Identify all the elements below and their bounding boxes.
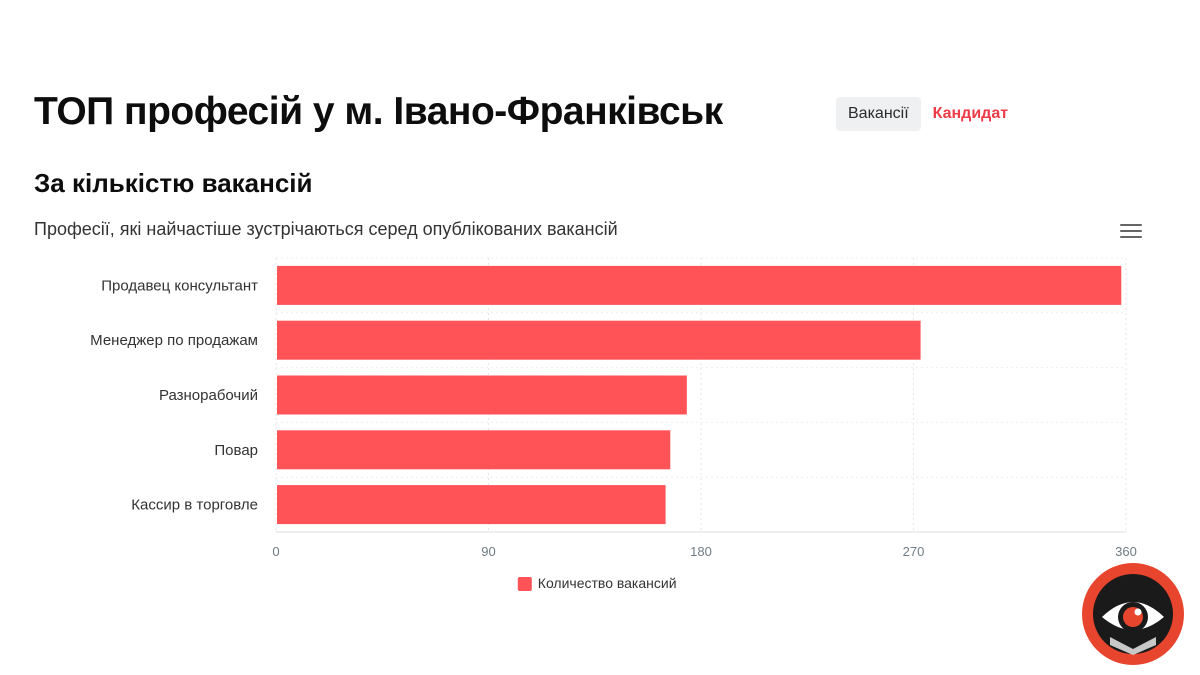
x-tick-label-0: 0 xyxy=(272,544,279,559)
x-tick-label-4: 360 xyxy=(1115,544,1137,559)
chart-subtitle: Професії, які найчастіше зустрічаються с… xyxy=(34,219,618,239)
bar-chart: Продавец консультант Менеджер по продажам… xyxy=(0,250,1200,610)
category-label-0: Продавец консультант xyxy=(101,277,258,294)
bar-2 xyxy=(277,375,687,415)
x-tick-label-3: 270 xyxy=(903,544,925,559)
category-label-1: Менеджер по продажам xyxy=(90,332,258,349)
page-title: ТОП професій у м. Івано-Франківськ xyxy=(34,90,723,133)
category-label-2: Разнорабочий xyxy=(159,387,258,404)
tab-candidate[interactable]: Кандидат xyxy=(932,105,1009,122)
x-tick-label-2: 180 xyxy=(690,544,712,559)
bar-4 xyxy=(277,485,666,525)
tab-switch: Вакансії Кандидат xyxy=(836,97,1020,131)
eye-logo-icon xyxy=(1080,561,1186,667)
hamburger-menu-icon[interactable] xyxy=(1120,224,1142,242)
bar-1 xyxy=(277,320,921,360)
category-label-3: Повар xyxy=(214,442,258,459)
category-label-4: Кассир в торговле xyxy=(131,497,258,514)
chart-svg: Продавец консультант Менеджер по продажам… xyxy=(90,257,1137,591)
legend-swatch xyxy=(517,577,532,591)
bar-0 xyxy=(277,265,1122,305)
bar-3 xyxy=(277,430,671,470)
x-tick-label-1: 90 xyxy=(481,544,495,559)
tab-vacancies[interactable]: Вакансії xyxy=(836,97,921,131)
legend-label: Количество вакансий xyxy=(538,575,677,591)
section-title: За кількістю вакансій xyxy=(34,168,313,198)
